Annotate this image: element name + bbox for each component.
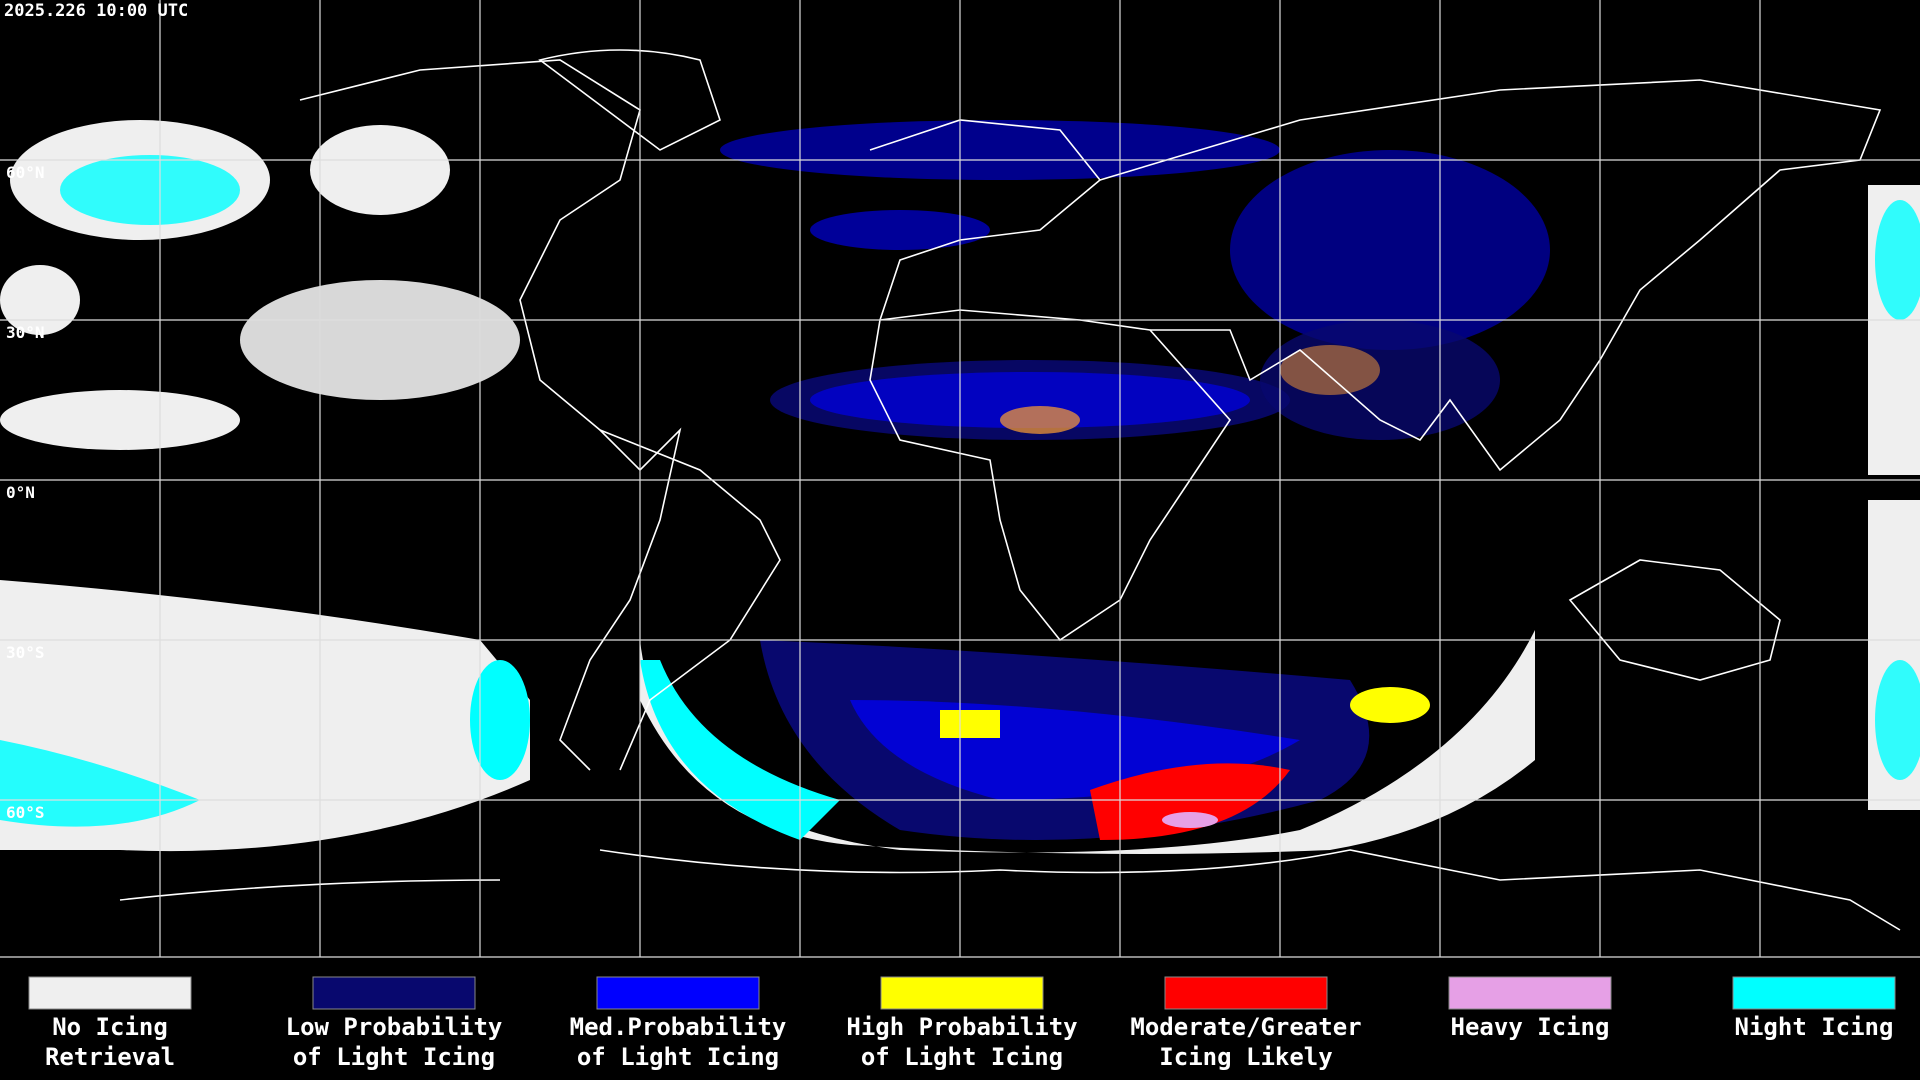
legend-label: of Light Icing (861, 1043, 1063, 1071)
graticule (0, 0, 1920, 958)
latitude-label: 30°N (6, 323, 45, 342)
legend-swatch (1732, 976, 1896, 1010)
legend-label: No Icing (52, 1013, 168, 1041)
legend-swatch (596, 976, 760, 1010)
latitude-label: 60°S (6, 803, 45, 822)
east-sector-clouds (1868, 185, 1920, 810)
legend-swatch (28, 976, 192, 1010)
legend-label: Med.Probability (570, 1013, 787, 1041)
latitude-label: 0°N (6, 483, 35, 502)
timestamp: 2025.226 10:00 UTC (4, 1, 188, 21)
latitude-labels: 60°N 30°N 0°N 30°S 60°S (6, 163, 45, 822)
legend-swatch (1448, 976, 1612, 1010)
legend-label: High Probability (846, 1013, 1077, 1041)
legend-swatch (312, 976, 476, 1010)
legend-label: Retrieval (45, 1043, 175, 1071)
central-sector-icing (640, 120, 1550, 854)
map (0, 0, 1920, 958)
legend-swatch (880, 976, 1044, 1010)
latitude-label: 30°S (6, 643, 45, 662)
legend-label: Moderate/Greater (1130, 1013, 1361, 1041)
legend-label: of Light Icing (293, 1043, 495, 1071)
west-sector-clouds (0, 120, 530, 852)
legend-label: Heavy Icing (1451, 1013, 1610, 1041)
latitude-label: 60°N (6, 163, 45, 182)
legend-label: Icing Likely (1159, 1043, 1332, 1071)
legend-swatch (1164, 976, 1328, 1010)
legend-label: Low Probability (286, 1013, 503, 1041)
legend-label: Night Icing (1735, 1013, 1894, 1041)
legend-label: of Light Icing (577, 1043, 779, 1071)
